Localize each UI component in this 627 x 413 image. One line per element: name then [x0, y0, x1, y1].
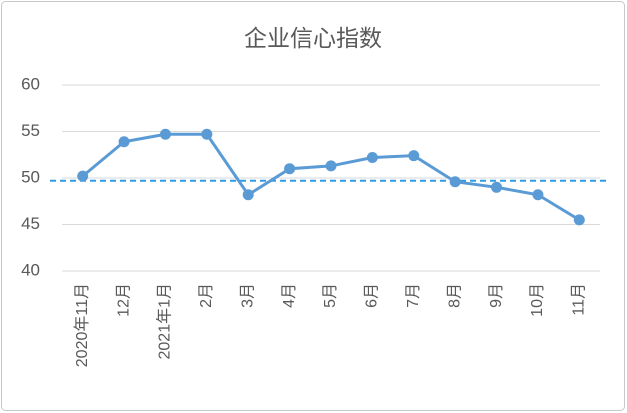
y-tick-label: 40	[21, 260, 40, 279]
y-tick-label: 55	[21, 121, 40, 140]
x-tick-label: 12月	[115, 283, 132, 317]
x-tick-label: 10月	[529, 283, 546, 317]
data-point	[573, 214, 585, 226]
y-tick-label: 45	[21, 214, 40, 233]
data-point	[201, 128, 213, 140]
data-point	[77, 170, 89, 182]
data-point	[325, 160, 337, 172]
data-point	[532, 189, 544, 201]
x-tick-label: 2月	[198, 283, 215, 308]
data-point	[408, 150, 420, 162]
y-tick-label: 50	[21, 167, 40, 186]
data-point	[366, 152, 378, 164]
data-point	[284, 163, 296, 175]
x-tick-label: 8月	[446, 283, 463, 308]
x-tick-label: 4月	[281, 283, 298, 308]
data-point	[491, 181, 503, 193]
data-point	[449, 176, 461, 188]
x-tick-label: 9月	[488, 283, 505, 308]
x-tick-label: 11月	[571, 283, 588, 316]
x-tick-label: 6月	[364, 283, 381, 308]
x-tick-label: 5月	[322, 283, 339, 308]
data-point	[159, 128, 171, 140]
x-tick-label: 3月	[239, 283, 256, 308]
data-point	[118, 136, 130, 148]
chart-title: 企业信心指数	[244, 25, 382, 51]
y-tick-label: 60	[21, 74, 40, 93]
x-tick-label: 7月	[405, 283, 422, 308]
data-point	[242, 189, 254, 201]
x-tick-label: 2020年11月	[73, 283, 91, 367]
x-tick-label: 2021年1月	[156, 283, 174, 360]
